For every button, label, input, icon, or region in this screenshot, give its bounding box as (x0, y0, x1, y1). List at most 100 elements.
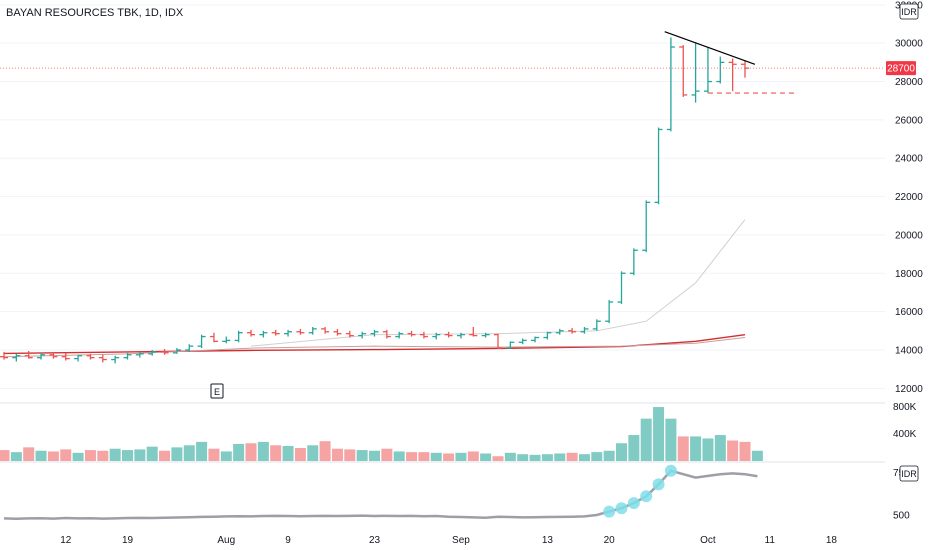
indicator-highlight-point (615, 502, 628, 515)
volume-bar (369, 450, 380, 461)
x-tick-label: 13 (542, 535, 554, 546)
volume-bar (640, 418, 652, 461)
ohlc-bar (382, 329, 391, 339)
ohlc-bar (271, 329, 280, 336)
volume-bar (554, 453, 566, 461)
ohlc-bar (456, 332, 465, 339)
volume-bar (455, 452, 467, 461)
event-marker[interactable]: E (210, 383, 224, 399)
ohlc-bar (629, 248, 638, 276)
volume-bar (591, 452, 603, 461)
ohlc-bar (580, 326, 589, 334)
ohlc-bar (123, 352, 132, 360)
volume-bar (727, 440, 739, 461)
indicator-highlight-point (627, 497, 640, 510)
ohlc-bar (345, 330, 354, 338)
volume-bar (97, 450, 109, 461)
volume-bar (134, 449, 146, 461)
ma_mid-line (3, 337, 746, 358)
indicator-pane: 500750 (3, 464, 910, 522)
volume-bar (220, 451, 232, 461)
volume-bar (0, 450, 10, 461)
ohlc-bar (24, 350, 33, 359)
volume-y-axis: 400K 800K (893, 402, 917, 440)
ohlc-bar (716, 56, 725, 84)
ohlc-bar (308, 326, 317, 335)
volume-bar (245, 443, 257, 461)
volume-bar (233, 443, 245, 461)
volume-bar (492, 456, 504, 461)
currency-badge-bottom-label: IDR (901, 469, 917, 479)
volume-bar (47, 451, 59, 461)
volume-bar (665, 418, 677, 461)
price-tick-label: 28000 (895, 77, 923, 88)
trend-annotations (0, 31, 885, 94)
x-tick-label: 23 (369, 535, 381, 546)
volume-bar (381, 448, 393, 461)
volume-bar (751, 450, 763, 461)
ohlc-bar (555, 328, 564, 335)
x-tick-label: 12 (60, 535, 72, 546)
volume-bar (171, 447, 183, 461)
ohlc-bar (160, 349, 169, 355)
volume-bar (282, 445, 294, 461)
ohlc-bar (543, 331, 552, 340)
volume-bar (443, 453, 455, 461)
volume-bar (319, 441, 331, 461)
ohlc-bar (703, 47, 712, 94)
ohlc-bar (679, 45, 688, 97)
volume-pane: 400K 800K (0, 402, 917, 461)
price-tick-label: 14000 (895, 345, 923, 356)
ohlc-bar (172, 348, 181, 354)
volume-tick-label: 800K (893, 402, 917, 413)
volume-bar (702, 438, 714, 461)
volume-bar (146, 446, 158, 461)
ohlc-bar (284, 329, 293, 337)
x-tick-label: 18 (826, 535, 838, 546)
x-tick-label: 11 (765, 535, 776, 546)
indicator-line (3, 464, 758, 520)
volume-bar (406, 452, 418, 461)
currency-badge-top[interactable]: IDR (899, 3, 919, 20)
price-tick-label: 22000 (895, 192, 923, 203)
ohlc-bar (148, 349, 157, 356)
ohlc-bar (111, 355, 120, 364)
ohlc-bar (506, 341, 515, 350)
event-marker-label: E (214, 387, 220, 397)
ohlc-bar (358, 331, 367, 339)
resistance-trendline (664, 31, 756, 65)
ohlc-bar (259, 330, 268, 338)
ohlc-bar (419, 331, 428, 339)
volume-bar (616, 443, 627, 461)
volume-bar (393, 451, 405, 461)
x-tick-label: Sep (452, 535, 470, 546)
volume-bar (356, 450, 368, 461)
volume-bar (183, 445, 195, 461)
ohlc-bar (37, 352, 46, 360)
ohlc-bar (86, 353, 95, 360)
volume-bar (677, 436, 689, 461)
ohlc-bar (135, 351, 144, 358)
volume-bar (628, 435, 640, 461)
ohlc-bar (12, 353, 21, 362)
ohlc-bar (296, 328, 305, 335)
volume-bar (517, 454, 529, 461)
price-tick-label: 30000 (895, 39, 923, 50)
ohlc-bar (494, 333, 502, 350)
volume-bar (196, 441, 208, 461)
ohlc-bar (741, 60, 749, 78)
ohlc-bar (568, 327, 577, 334)
volume-bar (60, 449, 72, 461)
ohlc-bar (407, 330, 416, 337)
price-y-axis: 12000 14000 16000 18000 20000 22000 24000 26000… (886, 0, 923, 395)
volume-bar (109, 448, 121, 461)
ohlc-bar (654, 127, 663, 205)
volume-bar (418, 452, 430, 461)
volume-bar (270, 445, 282, 461)
volume-bar (257, 441, 269, 461)
price-pane: 12000 14000 16000 18000 20000 22000 24000 26000… (0, 0, 923, 395)
currency-badge-bottom[interactable]: IDR (899, 465, 919, 482)
ohlc-bar (605, 300, 614, 324)
volume-bar (344, 449, 356, 461)
